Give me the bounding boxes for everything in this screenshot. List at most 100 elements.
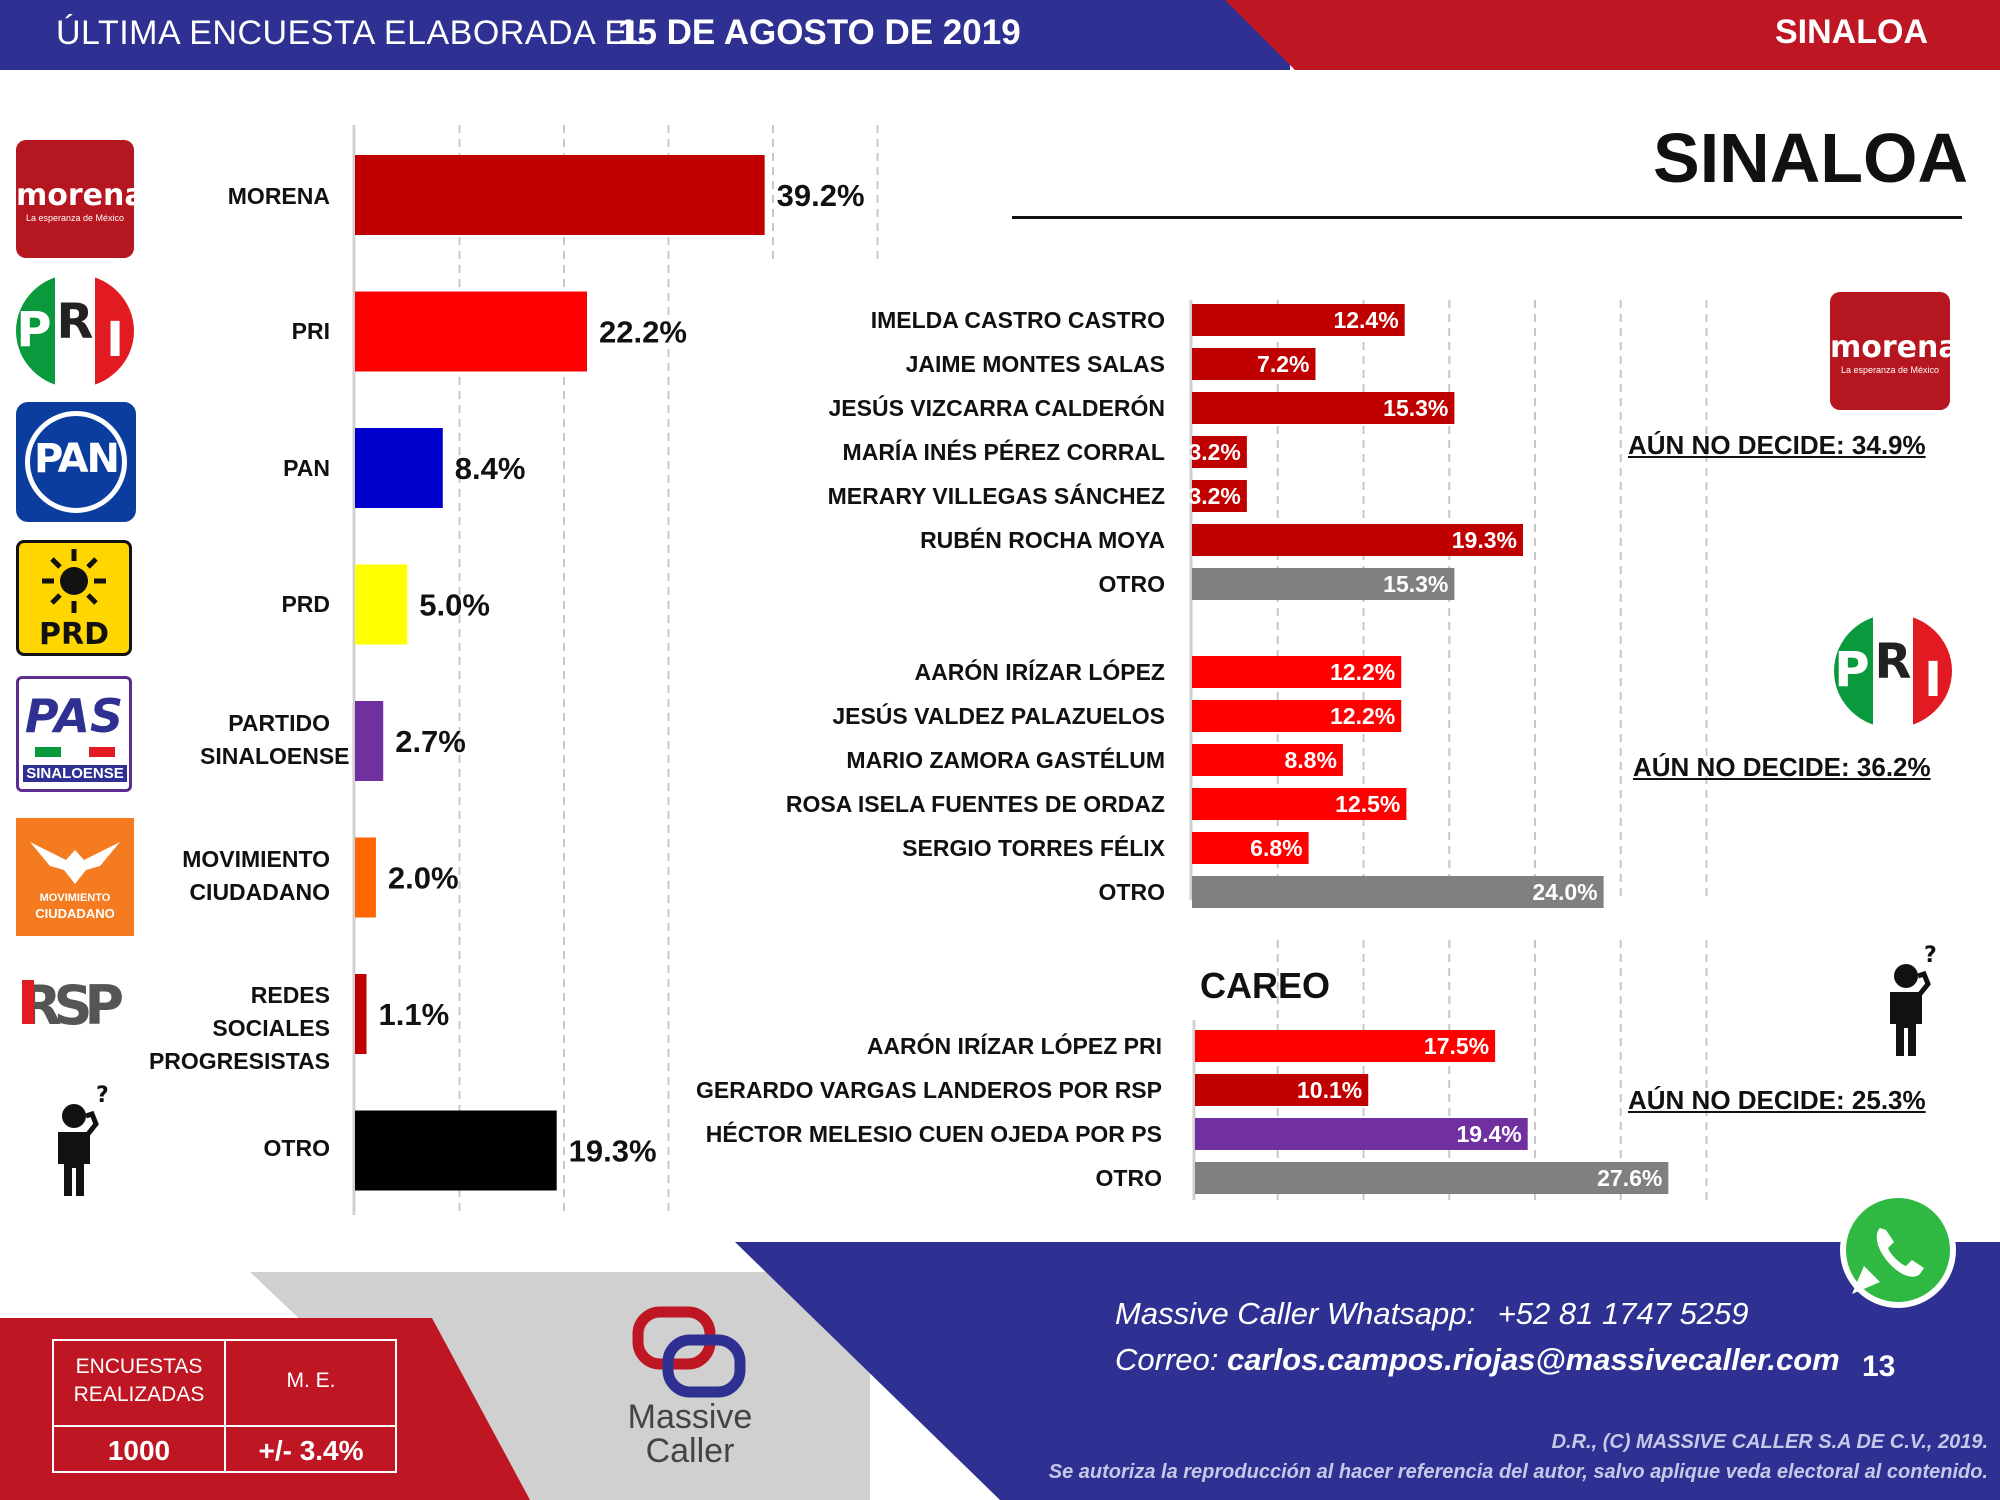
stats-divider-v — [224, 1341, 226, 1471]
page-number: 13 — [1862, 1350, 1896, 1383]
party-label: PRD — [281, 591, 330, 617]
candidate-bar — [1192, 700, 1402, 732]
eagle-icon — [30, 842, 120, 884]
email-label: Correo: — [1115, 1342, 1219, 1377]
data-label: 27.6% — [1597, 1165, 1662, 1191]
data-label: 3.2% — [1188, 439, 1240, 465]
header-prefix: ÚLTIMA ENCUESTA ELABORADA EL — [56, 14, 647, 52]
data-label: 12.2% — [1330, 703, 1395, 729]
chat-bubbles-icon — [632, 1306, 746, 1398]
candidate-bar — [1192, 788, 1407, 820]
pan-logo: PAN — [16, 402, 136, 522]
rsp-logo-accent — [22, 980, 34, 1024]
data-label: 10.1% — [1297, 1077, 1362, 1103]
candidate-bar — [1192, 744, 1343, 776]
candidate-bar — [1192, 304, 1405, 336]
pri-logo-svg: P R I — [16, 274, 134, 388]
copyright-line2: Se autoriza la reproducción al hacer ref… — [1048, 1461, 1988, 1483]
brand-logo: Massive Caller — [610, 1300, 770, 1480]
data-label: 2.7% — [395, 724, 466, 759]
undecided-person-icon-right: ? — [1880, 943, 1940, 1060]
party-vote-chart: 39.2% 22.2% 8.4% 5.0% 2.7% 2.0% 1.1% 19.3% — [352, 125, 879, 1215]
rsp-logo: RSP — [20, 974, 136, 1037]
copyright-line1: D.R., (C) MASSIVE CALLER S.A DE C.V., 20… — [1551, 1431, 1988, 1453]
pas-logo-text: PAS — [24, 689, 124, 743]
header-bar — [0, 0, 1290, 70]
surveys-value: 1000 — [107, 1435, 171, 1466]
party-label: MORENA — [227, 183, 330, 209]
morena-logo-word: morena — [1830, 330, 1959, 365]
mc-logo: MOVIMIENTO CIUDADANO — [16, 818, 134, 936]
pan-logo-text: PAN — [33, 436, 120, 482]
data-label: 8.4% — [455, 451, 526, 486]
whatsapp-icon[interactable] — [1828, 1190, 1964, 1318]
sun-icon — [42, 549, 106, 613]
data-label: 39.2% — [777, 178, 865, 213]
data-label: 12.5% — [1335, 791, 1400, 817]
email-link[interactable]: carlos.campos.riojas@massivecaller.com — [1227, 1342, 1840, 1377]
rsp-logo-text: RSP — [20, 974, 124, 1037]
candidate-vote-chart: 12.4%7.2%15.3%3.2%3.2%19.3%15.3%12.2%12.… — [1188, 300, 1708, 1200]
whatsapp-line: Massive Caller Whatsapp: +52 81 1747 525… — [1115, 1296, 1749, 1332]
mc-logo-line2: CIUDADANO — [35, 906, 115, 921]
pri-logo: P R I — [14, 272, 136, 390]
pri-letter-p: P — [1834, 642, 1869, 698]
candidate-bar — [1192, 524, 1523, 556]
data-label: 19.4% — [1456, 1121, 1521, 1147]
prd-logo: PRD — [16, 540, 132, 656]
title-underline — [1012, 216, 1962, 219]
morena-logo-right: morena La esperanza de México — [1830, 292, 1959, 410]
data-label: 12.2% — [1330, 659, 1395, 685]
pan-logo-ring — [25, 411, 127, 513]
header-date: 15 DE AGOSTO DE 2019 — [618, 13, 1021, 52]
bar-otro — [355, 1110, 557, 1191]
data-label: 15.3% — [1383, 571, 1448, 597]
careo-heading: CAREO — [1200, 965, 1331, 1006]
candidate-label: JAIME MONTES SALAS — [905, 351, 1165, 377]
bar-movimiento-ciudadano — [355, 837, 376, 918]
pas-logo-stripe — [35, 747, 115, 757]
svg-text:?: ? — [1924, 944, 1937, 968]
surveys-label: ENCUESTAS REALIZADAS — [73, 1355, 205, 1406]
data-label: 2.0% — [388, 861, 459, 896]
data-label: 3.2% — [1188, 483, 1240, 509]
stats-divider-h — [54, 1425, 395, 1427]
pri-logo-svg: P R I — [1834, 614, 1952, 728]
party-label: REDES SOCIALES PROGRESISTAS — [148, 982, 330, 1074]
undecided-pri: AÚN NO DECIDE: 36.2% — [1633, 752, 1931, 782]
party-label: OTRO — [263, 1135, 330, 1161]
candidate-label: IMELDA CASTRO CASTRO — [870, 307, 1165, 333]
candidate-label: SERGIO TORRES FÉLIX — [902, 835, 1165, 861]
candidate-bar — [1192, 568, 1455, 600]
thinking-person-icon: ? — [1890, 943, 1937, 1056]
header-region: SINALOA — [1775, 13, 1928, 51]
margin-error-label: M. E. — [286, 1369, 336, 1392]
undecided-person-icon-left: ? — [48, 1083, 109, 1200]
prd-logo-text: PRD — [39, 617, 109, 652]
data-label: 6.8% — [1250, 835, 1302, 861]
margin-error-value: +/- 3.4% — [258, 1435, 364, 1466]
header-region-bar — [1225, 0, 2000, 70]
undecided-careo: AÚN NO DECIDE: 25.3% — [1628, 1085, 1926, 1115]
candidate-bar — [1192, 480, 1247, 512]
data-label: 7.2% — [1257, 351, 1309, 377]
candidate-label: GERARDO VARGAS LANDEROS POR RSP — [695, 1077, 1162, 1103]
whatsapp-icon-svg — [1840, 1192, 1956, 1308]
data-label: 15.3% — [1383, 395, 1448, 421]
pas-logo: PAS SINALOENSE — [16, 676, 132, 792]
pas-logo-sub: SINALOENSE — [23, 765, 127, 782]
candidate-bar — [1192, 832, 1309, 864]
bar-morena — [355, 155, 765, 235]
candidate-label: OTRO — [1098, 571, 1165, 597]
brand-line1: Massive — [627, 1398, 753, 1436]
morena-logo-sub: La esperanza de México — [25, 213, 125, 223]
candidate-label: MERARY VILLEGAS SÁNCHEZ — [827, 483, 1165, 509]
thinking-person-icon: ? — [58, 1083, 109, 1196]
pri-letter-r: R — [1875, 634, 1912, 690]
svg-text:?: ? — [96, 1084, 108, 1108]
whatsapp-number[interactable]: +52 81 1747 5259 — [1497, 1296, 1749, 1331]
bar-pan — [355, 428, 443, 508]
stats-table: ENCUESTAS REALIZADAS M. E. 1000 +/- 3.4% — [52, 1339, 397, 1473]
data-label: 19.3% — [1452, 527, 1517, 553]
data-label: 22.2% — [599, 315, 687, 350]
